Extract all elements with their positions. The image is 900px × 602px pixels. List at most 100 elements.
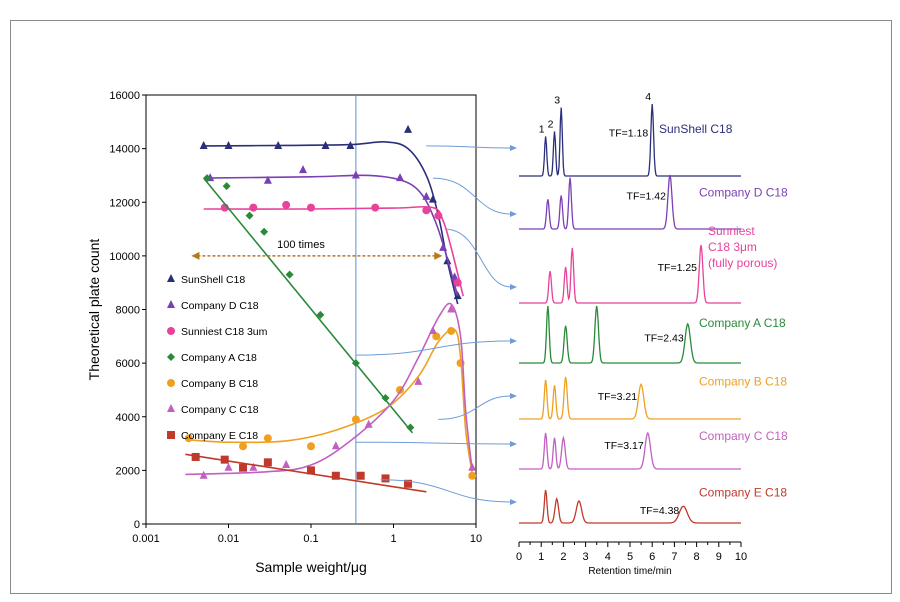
data-point — [404, 124, 413, 133]
column-name-label: Company C C18 — [699, 429, 788, 443]
legend-marker — [167, 300, 175, 308]
data-point — [245, 211, 254, 220]
data-point — [220, 455, 229, 464]
connector-arrowhead — [510, 499, 517, 505]
legend-label: Company E C18 — [181, 430, 258, 442]
x-tick-label: 1 — [390, 533, 396, 545]
data-point — [428, 194, 437, 203]
column-name-label: SunShell C18 — [659, 122, 733, 136]
column-name-label: Company D C18 — [699, 186, 788, 200]
time-tick-label: 1 — [538, 551, 544, 563]
data-point — [199, 140, 208, 149]
data-point — [222, 182, 231, 191]
data-point — [239, 463, 248, 472]
y-tick-label: 16000 — [109, 90, 140, 102]
legend-label: Company A C18 — [181, 352, 257, 364]
legend-label: Company B C18 — [181, 378, 258, 390]
connector-arrowhead — [510, 145, 517, 151]
tailing-factor-label: TF=1.25 — [658, 262, 698, 274]
column-name-label: Company B C18 — [699, 374, 787, 388]
tailing-factor-label: TF=3.17 — [604, 440, 644, 452]
y-tick-label: 8000 — [116, 305, 140, 317]
time-tick-label: 10 — [735, 551, 747, 563]
data-point — [285, 270, 294, 279]
data-point — [468, 462, 477, 471]
time-tick-label: 5 — [627, 551, 633, 563]
data-point — [307, 442, 315, 451]
data-point — [356, 471, 365, 480]
connector-line — [426, 145, 512, 149]
connector-line — [438, 395, 512, 420]
data-point — [321, 140, 330, 149]
data-point — [331, 441, 340, 450]
data-point — [316, 310, 325, 319]
y-tick-label: 14000 — [109, 144, 140, 156]
data-point — [282, 200, 291, 209]
data-point — [432, 332, 441, 341]
connector-arrowhead — [510, 441, 517, 447]
y-tick-label: 0 — [134, 519, 140, 531]
tailing-factor-label: TF=1.42 — [627, 190, 667, 202]
connector-line — [432, 177, 512, 215]
time-tick-label: 6 — [649, 551, 655, 563]
x-tick-label: 10 — [470, 533, 482, 545]
data-point — [371, 203, 380, 212]
data-point — [447, 326, 456, 335]
data-point — [406, 423, 415, 432]
legend-marker — [167, 431, 175, 439]
legend-marker — [167, 404, 175, 412]
data-point — [274, 140, 283, 149]
data-point — [381, 474, 390, 483]
arrowhead — [434, 251, 443, 260]
legend-marker — [167, 274, 175, 282]
time-tick-label: 2 — [560, 551, 566, 563]
legend-label: Sunniest C18 3um — [181, 326, 268, 338]
chromatogram-trace — [519, 489, 741, 524]
x-tick-label: 0.1 — [303, 533, 318, 545]
data-point — [191, 452, 200, 461]
data-point — [453, 278, 462, 287]
connector-arrowhead — [510, 284, 517, 290]
chromatogram-trace — [519, 174, 741, 230]
time-axis-title: Retention time/min — [588, 566, 671, 577]
data-point — [422, 206, 431, 215]
tailing-factor-label: TF=4.38 — [640, 505, 680, 517]
connector-arrowhead — [510, 211, 517, 217]
column-name-label: Company E C18 — [699, 486, 787, 500]
data-point — [249, 203, 258, 212]
data-point — [346, 140, 355, 149]
connector-arrows — [355, 145, 517, 505]
data-point — [199, 470, 208, 479]
y-axis-title: Theoretical plate count — [86, 239, 102, 381]
data-point — [260, 227, 269, 236]
connector-line — [380, 479, 512, 503]
data-point — [404, 479, 413, 488]
column-name-label: C18 3μm — [708, 240, 757, 254]
time-tick-label: 8 — [694, 551, 700, 563]
connector-line — [355, 340, 512, 356]
data-point — [450, 272, 459, 281]
data-point — [396, 173, 405, 182]
time-tick-label: 9 — [716, 551, 722, 563]
data-point — [414, 376, 423, 385]
legend-label: Company C C18 — [181, 404, 259, 416]
data-point — [263, 458, 272, 467]
chromatogram-trace — [519, 305, 741, 364]
connector-arrowhead — [510, 338, 517, 344]
y-tick-label: 2000 — [116, 465, 140, 477]
data-point — [434, 211, 443, 220]
chromatogram-trace — [519, 431, 741, 470]
data-point — [422, 191, 431, 200]
legend-label: Company D C18 — [181, 300, 259, 312]
data-point — [299, 165, 308, 174]
time-tick-label: 0 — [516, 551, 522, 563]
figure-canvas: 0 2000 4000 6000 8000 10000 12000 14000 16000 0.0… — [86, 90, 788, 577]
legend-marker — [167, 379, 175, 387]
peak-number-label: 2 — [548, 118, 554, 130]
connector-arrowhead — [510, 393, 517, 399]
data-point — [468, 471, 477, 480]
data-point — [239, 442, 248, 451]
connector-line — [355, 441, 512, 445]
tailing-factor-label: TF=2.43 — [644, 333, 684, 345]
y-tick-label: 10000 — [109, 251, 140, 263]
